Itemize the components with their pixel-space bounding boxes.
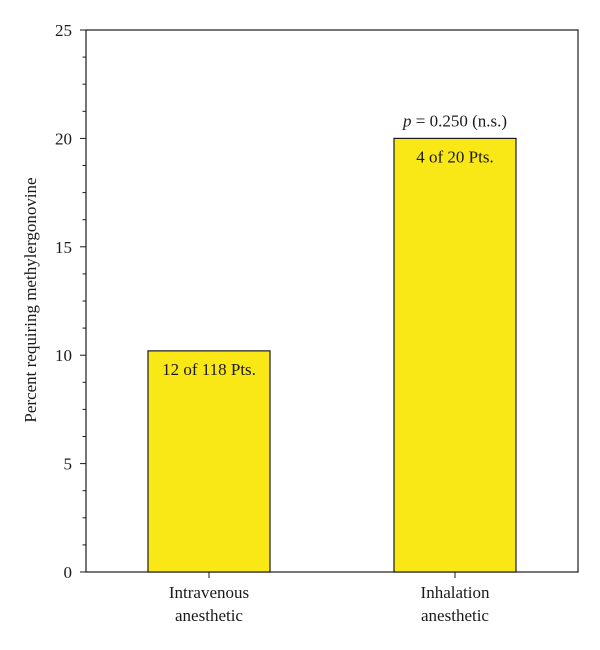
plot-area: 0 5 10 15 20 25 12 of 118 Pts. 4 of 20 Pts. Intr…	[55, 21, 579, 625]
p-value-text: = 0.250 (n.s.)	[411, 111, 507, 130]
y-axis-title: Percent requiring methylergonovine	[21, 177, 40, 422]
y-tick-label: 0	[64, 563, 73, 582]
y-tick-label: 15	[55, 238, 72, 257]
y-tick-label: 10	[55, 346, 72, 365]
y-tick-label: 25	[55, 21, 72, 40]
p-symbol: p	[402, 111, 412, 130]
bar	[147, 350, 271, 573]
bar	[393, 137, 517, 573]
p-value-annotation: p = 0.250 (n.s.)	[402, 111, 507, 130]
y-tick-label: 5	[64, 455, 73, 474]
bar-data-label: 4 of 20 Pts.	[416, 147, 493, 166]
x-tick-label: anesthetic	[175, 606, 243, 625]
x-tick-label: Inhalation	[421, 583, 490, 602]
bar-data-label: 12 of 118 Pts.	[162, 360, 256, 379]
x-tick-label: anesthetic	[421, 606, 489, 625]
y-tick-label: 20	[55, 129, 72, 148]
x-tick-label: Intravenous	[169, 583, 249, 602]
